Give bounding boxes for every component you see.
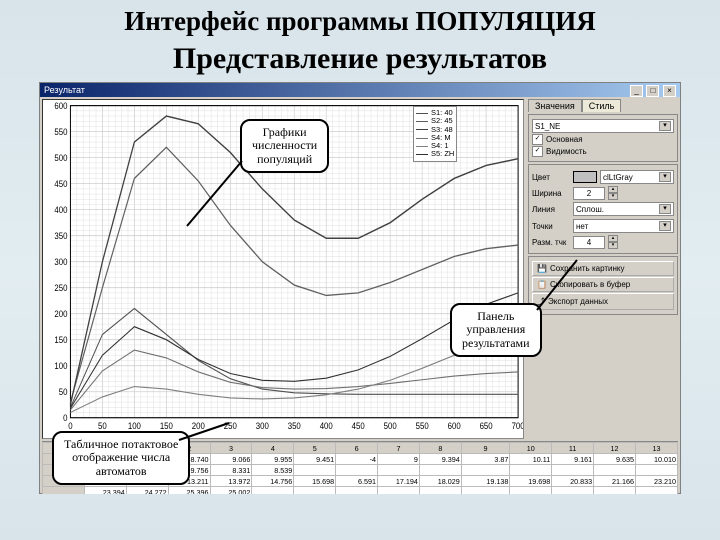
svg-text:600: 600 bbox=[448, 421, 461, 432]
color-combo[interactable]: clLtGray ▾ bbox=[600, 170, 674, 184]
svg-text:600: 600 bbox=[54, 101, 67, 112]
panel-tabs: Значения Стиль bbox=[528, 99, 678, 112]
svg-text:500: 500 bbox=[54, 153, 67, 164]
slide-subtitle: Представление результатов bbox=[18, 42, 702, 76]
app-window: Результат _ □ × 050100150200250300350400… bbox=[39, 82, 681, 494]
maximize-button[interactable]: □ bbox=[646, 85, 659, 97]
svg-text:700: 700 bbox=[512, 421, 523, 432]
series-combo-value: S1_NE bbox=[535, 122, 560, 131]
points-combo[interactable]: нет ▾ bbox=[573, 219, 674, 233]
svg-text:0: 0 bbox=[63, 413, 68, 424]
minimize-button[interactable]: _ bbox=[630, 85, 643, 97]
series-legend: S1: 40S2: 45S3: 48S4: MS4: 1S5: ZH bbox=[413, 106, 457, 162]
svg-text:0: 0 bbox=[68, 421, 73, 432]
window-titlebar: Результат _ □ × bbox=[40, 83, 680, 97]
svg-text:300: 300 bbox=[256, 421, 269, 432]
psize-spinner[interactable]: ▴▾ bbox=[608, 235, 618, 249]
svg-text:150: 150 bbox=[54, 335, 67, 346]
svg-text:450: 450 bbox=[352, 421, 365, 432]
main-axis-checkbox[interactable]: ✓ Основная bbox=[532, 134, 674, 145]
width-spinner[interactable]: ▴▾ bbox=[608, 186, 618, 200]
svg-text:250: 250 bbox=[54, 283, 67, 294]
svg-text:200: 200 bbox=[54, 309, 67, 320]
svg-text:100: 100 bbox=[128, 421, 141, 432]
callout-charts: Графикичисленностипопуляций bbox=[240, 119, 329, 173]
checkbox-icon: ✓ bbox=[532, 146, 543, 157]
chevron-down-icon: ▾ bbox=[659, 172, 671, 182]
callout-table: Табличное потактовоеотображение числаавт… bbox=[52, 431, 190, 485]
svg-text:400: 400 bbox=[54, 205, 67, 216]
window-title: Результат bbox=[44, 83, 85, 97]
callout-panel: Панельуправлениярезультатами bbox=[450, 303, 542, 357]
svg-text:350: 350 bbox=[288, 421, 301, 432]
series-combo[interactable]: S1_NE ▾ bbox=[532, 119, 674, 133]
svg-text:650: 650 bbox=[480, 421, 493, 432]
svg-text:350: 350 bbox=[54, 231, 67, 242]
chevron-down-icon: ▾ bbox=[659, 221, 671, 231]
svg-text:400: 400 bbox=[320, 421, 333, 432]
svg-text:550: 550 bbox=[54, 127, 67, 138]
tab-style[interactable]: Стиль bbox=[582, 99, 622, 112]
svg-text:450: 450 bbox=[54, 179, 67, 190]
close-button[interactable]: × bbox=[663, 85, 676, 97]
tab-values[interactable]: Значения bbox=[528, 99, 582, 112]
chevron-down-icon: ▾ bbox=[659, 204, 671, 214]
svg-text:50: 50 bbox=[59, 387, 68, 398]
window-system-buttons: _ □ × bbox=[629, 83, 676, 97]
svg-text:150: 150 bbox=[160, 421, 173, 432]
style-group: Цвет clLtGray ▾ Ширина 2 ▴▾ Линия bbox=[528, 164, 678, 254]
visibility-checkbox[interactable]: ✓ Видимость bbox=[532, 146, 674, 157]
series-selector-group: S1_NE ▾ ✓ Основная ✓ Видимость bbox=[528, 114, 678, 162]
color-swatch[interactable] bbox=[573, 171, 597, 183]
svg-text:550: 550 bbox=[416, 421, 429, 432]
svg-text:50: 50 bbox=[98, 421, 107, 432]
checkbox-icon: ✓ bbox=[532, 134, 543, 145]
svg-text:300: 300 bbox=[54, 257, 67, 268]
line-style-combo[interactable]: Сплош. ▾ bbox=[573, 202, 674, 216]
svg-text:100: 100 bbox=[54, 361, 67, 372]
width-field[interactable]: 2 bbox=[573, 187, 605, 200]
svg-text:500: 500 bbox=[384, 421, 397, 432]
slide-title: Интерфейс программы ПОПУЛЯЦИЯ bbox=[18, 6, 702, 36]
chevron-down-icon: ▾ bbox=[659, 121, 671, 131]
psize-field[interactable]: 4 bbox=[573, 236, 605, 249]
